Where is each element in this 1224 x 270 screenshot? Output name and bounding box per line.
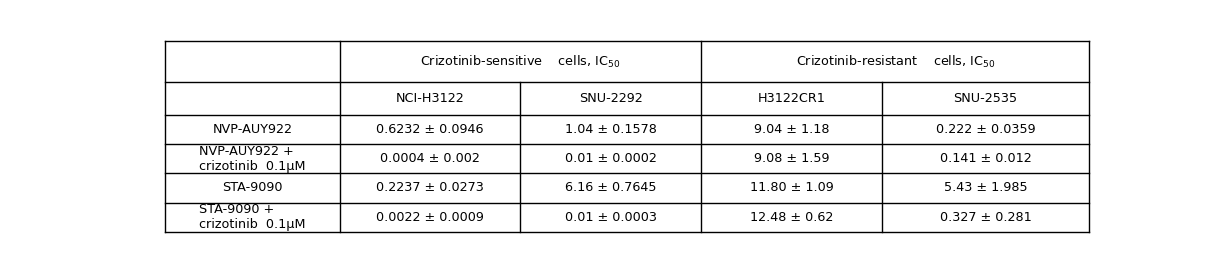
Text: 12.48 ± 0.62: 12.48 ± 0.62 — [750, 211, 834, 224]
Text: NCI-H3122: NCI-H3122 — [395, 92, 464, 105]
Text: SNU-2292: SNU-2292 — [579, 92, 643, 105]
Text: STA-9090: STA-9090 — [223, 181, 283, 194]
Text: Crizotinib-sensitive    cells, IC$_{50}$: Crizotinib-sensitive cells, IC$_{50}$ — [421, 53, 621, 70]
Text: 9.04 ± 1.18: 9.04 ± 1.18 — [754, 123, 829, 136]
Text: 6.16 ± 0.7645: 6.16 ± 0.7645 — [565, 181, 656, 194]
Text: NVP-AUY922: NVP-AUY922 — [213, 123, 293, 136]
Text: 0.222 ± 0.0359: 0.222 ± 0.0359 — [935, 123, 1036, 136]
Text: 9.08 ± 1.59: 9.08 ± 1.59 — [754, 152, 829, 165]
Text: 0.0004 ± 0.002: 0.0004 ± 0.002 — [381, 152, 480, 165]
Text: 0.2237 ± 0.0273: 0.2237 ± 0.0273 — [376, 181, 483, 194]
Text: Crizotinib-resistant    cells, IC$_{50}$: Crizotinib-resistant cells, IC$_{50}$ — [796, 53, 995, 70]
Text: 1.04 ± 0.1578: 1.04 ± 0.1578 — [564, 123, 656, 136]
Text: STA-9090 +
crizotinib  0.1μM: STA-9090 + crizotinib 0.1μM — [200, 203, 306, 231]
Text: 0.327 ± 0.281: 0.327 ± 0.281 — [940, 211, 1032, 224]
Text: 0.01 ± 0.0002: 0.01 ± 0.0002 — [564, 152, 656, 165]
Text: 5.43 ± 1.985: 5.43 ± 1.985 — [944, 181, 1027, 194]
Text: 0.6232 ± 0.0946: 0.6232 ± 0.0946 — [376, 123, 483, 136]
Text: NVP-AUY922 +
crizotinib  0.1μM: NVP-AUY922 + crizotinib 0.1μM — [200, 144, 306, 173]
Text: 0.0022 ± 0.0009: 0.0022 ± 0.0009 — [376, 211, 483, 224]
Text: SNU-2535: SNU-2535 — [953, 92, 1017, 105]
Text: H3122CR1: H3122CR1 — [758, 92, 825, 105]
Text: 0.141 ± 0.012: 0.141 ± 0.012 — [940, 152, 1032, 165]
Text: 0.01 ± 0.0003: 0.01 ± 0.0003 — [564, 211, 657, 224]
Text: 11.80 ± 1.09: 11.80 ± 1.09 — [749, 181, 834, 194]
